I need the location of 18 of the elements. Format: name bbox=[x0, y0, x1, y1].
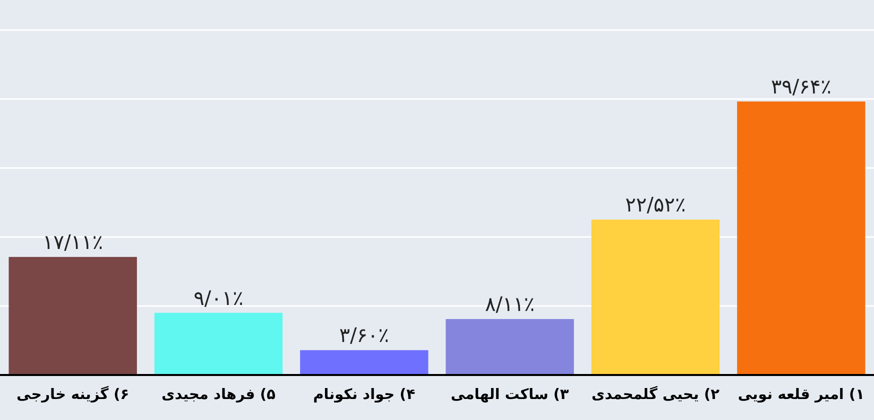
x-tick-label: ۴) جواد نکونام bbox=[313, 387, 416, 403]
bar bbox=[446, 319, 574, 375]
bar bbox=[154, 312, 283, 375]
x-tick-label: ۳) ساکت الهامی bbox=[450, 387, 570, 403]
bar bbox=[8, 256, 137, 375]
data-label: ۱۷/۱۱٪ bbox=[42, 230, 104, 254]
x-tick-label: ۲) یحیی گلمحمدی bbox=[592, 385, 720, 403]
data-label: ۳/۶۰٪ bbox=[339, 323, 390, 348]
data-label: ۸/۱۱٪ bbox=[484, 292, 535, 316]
x-tick-label: ۵) فرهاد مجیدی bbox=[161, 387, 276, 403]
data-label: ۳۹/۶۴٪ bbox=[770, 74, 832, 98]
x-tick-label: ۶) گزینه خارجی bbox=[16, 385, 130, 403]
data-label: ۲۲/۵۲٪ bbox=[625, 192, 686, 217]
bar bbox=[300, 350, 428, 375]
x-tick-label: ۱) امیر قلعه نویی bbox=[738, 387, 864, 403]
data-label: ۹/۰۱٪ bbox=[194, 286, 244, 310]
bar bbox=[737, 101, 866, 375]
bar bbox=[591, 220, 720, 375]
